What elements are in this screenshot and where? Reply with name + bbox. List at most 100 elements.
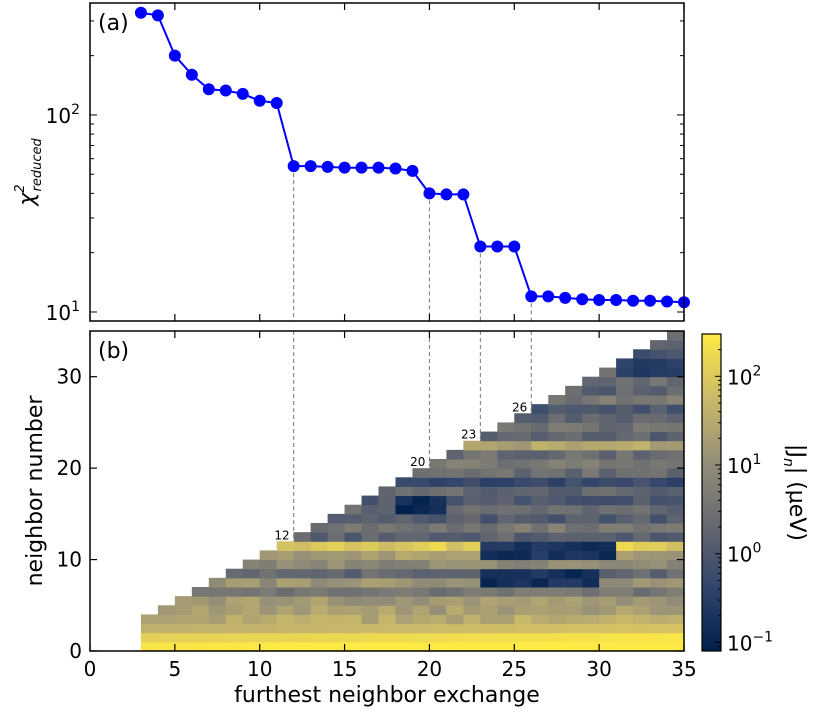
heatmap-cell: [582, 376, 600, 387]
heatmap-cell: [548, 577, 566, 588]
heatmap-cell: [344, 587, 363, 597]
heatmap-cell: [616, 541, 634, 551]
heatmap-cell: [650, 349, 668, 359]
heatmap-cell: [361, 641, 380, 652]
heatmap-cell: [548, 641, 566, 652]
chi2-point: [576, 293, 589, 306]
y-tick-label: 30: [57, 365, 82, 389]
heatmap-cell: [191, 605, 210, 615]
heatmap-cell: [548, 513, 566, 524]
heatmap-cell: [616, 367, 634, 378]
heatmap-cell: [599, 596, 617, 606]
chi2-point: [236, 87, 249, 100]
heatmap-cell: [310, 632, 329, 643]
heatmap-cell: [514, 614, 532, 625]
heatmap-cell: [497, 614, 515, 625]
heatmap-cell: [412, 587, 430, 597]
heatmap-cell: [259, 550, 278, 561]
heatmap-cell: [599, 587, 617, 597]
heatmap-cell: [344, 532, 363, 542]
heatmap-cell: [497, 541, 515, 551]
heatmap-cell: [361, 495, 380, 506]
heatmap-cell: [463, 605, 481, 615]
heatmap-cell: [174, 605, 193, 615]
annotation-label: 23: [461, 428, 476, 442]
heatmap-cell: [531, 404, 549, 414]
heatmap-cell: [565, 641, 583, 652]
heatmap-cell: [667, 577, 685, 588]
heatmap-cell: [531, 468, 549, 478]
heatmap-cell: [667, 614, 685, 625]
chi2-point: [270, 96, 283, 109]
heatmap-cell: [599, 614, 617, 625]
heatmap-cell: [242, 596, 261, 606]
heatmap-cell: [480, 605, 498, 615]
heatmap-cell: [599, 367, 617, 378]
heatmap-cell: [582, 477, 600, 487]
panel-b-label: (b): [98, 339, 129, 364]
heatmap-cell: [514, 568, 532, 579]
heatmap-cell: [633, 504, 651, 515]
heatmap-cell: [514, 504, 532, 515]
heatmap-cell: [463, 504, 481, 515]
heatmap-cell: [344, 632, 363, 643]
heatmap-cell: [395, 568, 413, 579]
heatmap-cell: [548, 523, 566, 533]
heatmap-cell: [140, 632, 159, 643]
colorbar-gradient: [701, 333, 722, 652]
heatmap-cell: [208, 614, 227, 625]
heatmap-cell: [174, 623, 193, 634]
heatmap-cell: [412, 486, 430, 497]
heatmap-cell: [633, 632, 651, 643]
heatmap-cell: [650, 623, 668, 634]
heatmap-cell: [480, 559, 498, 570]
heatmap-cell: [378, 523, 396, 533]
heatmap-cell: [582, 459, 600, 469]
heatmap-cell: [327, 587, 346, 597]
heatmap-cell: [667, 468, 685, 478]
heatmap-cell: [531, 495, 549, 506]
heatmap-cell: [140, 614, 159, 625]
heatmap-cell: [548, 449, 566, 460]
heatmap-cell: [395, 632, 413, 643]
heatmap-cell: [667, 431, 685, 442]
heatmap-cell: [599, 468, 617, 478]
chi2-point: [661, 295, 674, 308]
chi2-point: [644, 294, 657, 307]
heatmap-cell: [463, 577, 481, 588]
heatmap-cell: [242, 614, 261, 625]
heatmap-cell: [242, 641, 261, 652]
chi2-point: [151, 9, 164, 22]
heatmap-cell: [650, 568, 668, 579]
heatmap-cell: [395, 614, 413, 625]
heatmap-cell: [514, 596, 532, 606]
y-tick-label: 10: [57, 548, 82, 572]
heatmap-cell: [395, 641, 413, 652]
heatmap-cell: [242, 623, 261, 634]
heatmap-cell: [616, 587, 634, 597]
heatmap-cell: [548, 623, 566, 634]
heatmap-cell: [378, 513, 396, 524]
panel-a-ticks: 101 102: [46, 3, 685, 325]
panel-b-ticks: 0 5 10 15 20 25 30 35 0 10 20 30: [57, 331, 697, 681]
heatmap-cell: [378, 596, 396, 606]
heatmap-cell: [446, 495, 464, 506]
heatmap-cell: [616, 358, 634, 369]
heatmap-cell: [293, 577, 312, 588]
heatmap-cell: [497, 523, 515, 533]
heatmap-cell: [242, 632, 261, 643]
heatmap-cell: [633, 623, 651, 634]
chi2-point: [406, 164, 419, 177]
heatmap-cell: [667, 404, 685, 414]
heatmap-cell: [446, 559, 464, 570]
chi2-point: [253, 94, 266, 107]
heatmap-cell: [310, 641, 329, 652]
heatmap-cell: [599, 440, 617, 451]
heatmap-cell: [225, 641, 244, 652]
heatmap-cell: [599, 422, 617, 433]
heatmap-cell: [378, 559, 396, 570]
heatmap-cell: [361, 541, 380, 551]
heatmap-cell: [463, 596, 481, 606]
heatmap-cell: [667, 641, 685, 652]
